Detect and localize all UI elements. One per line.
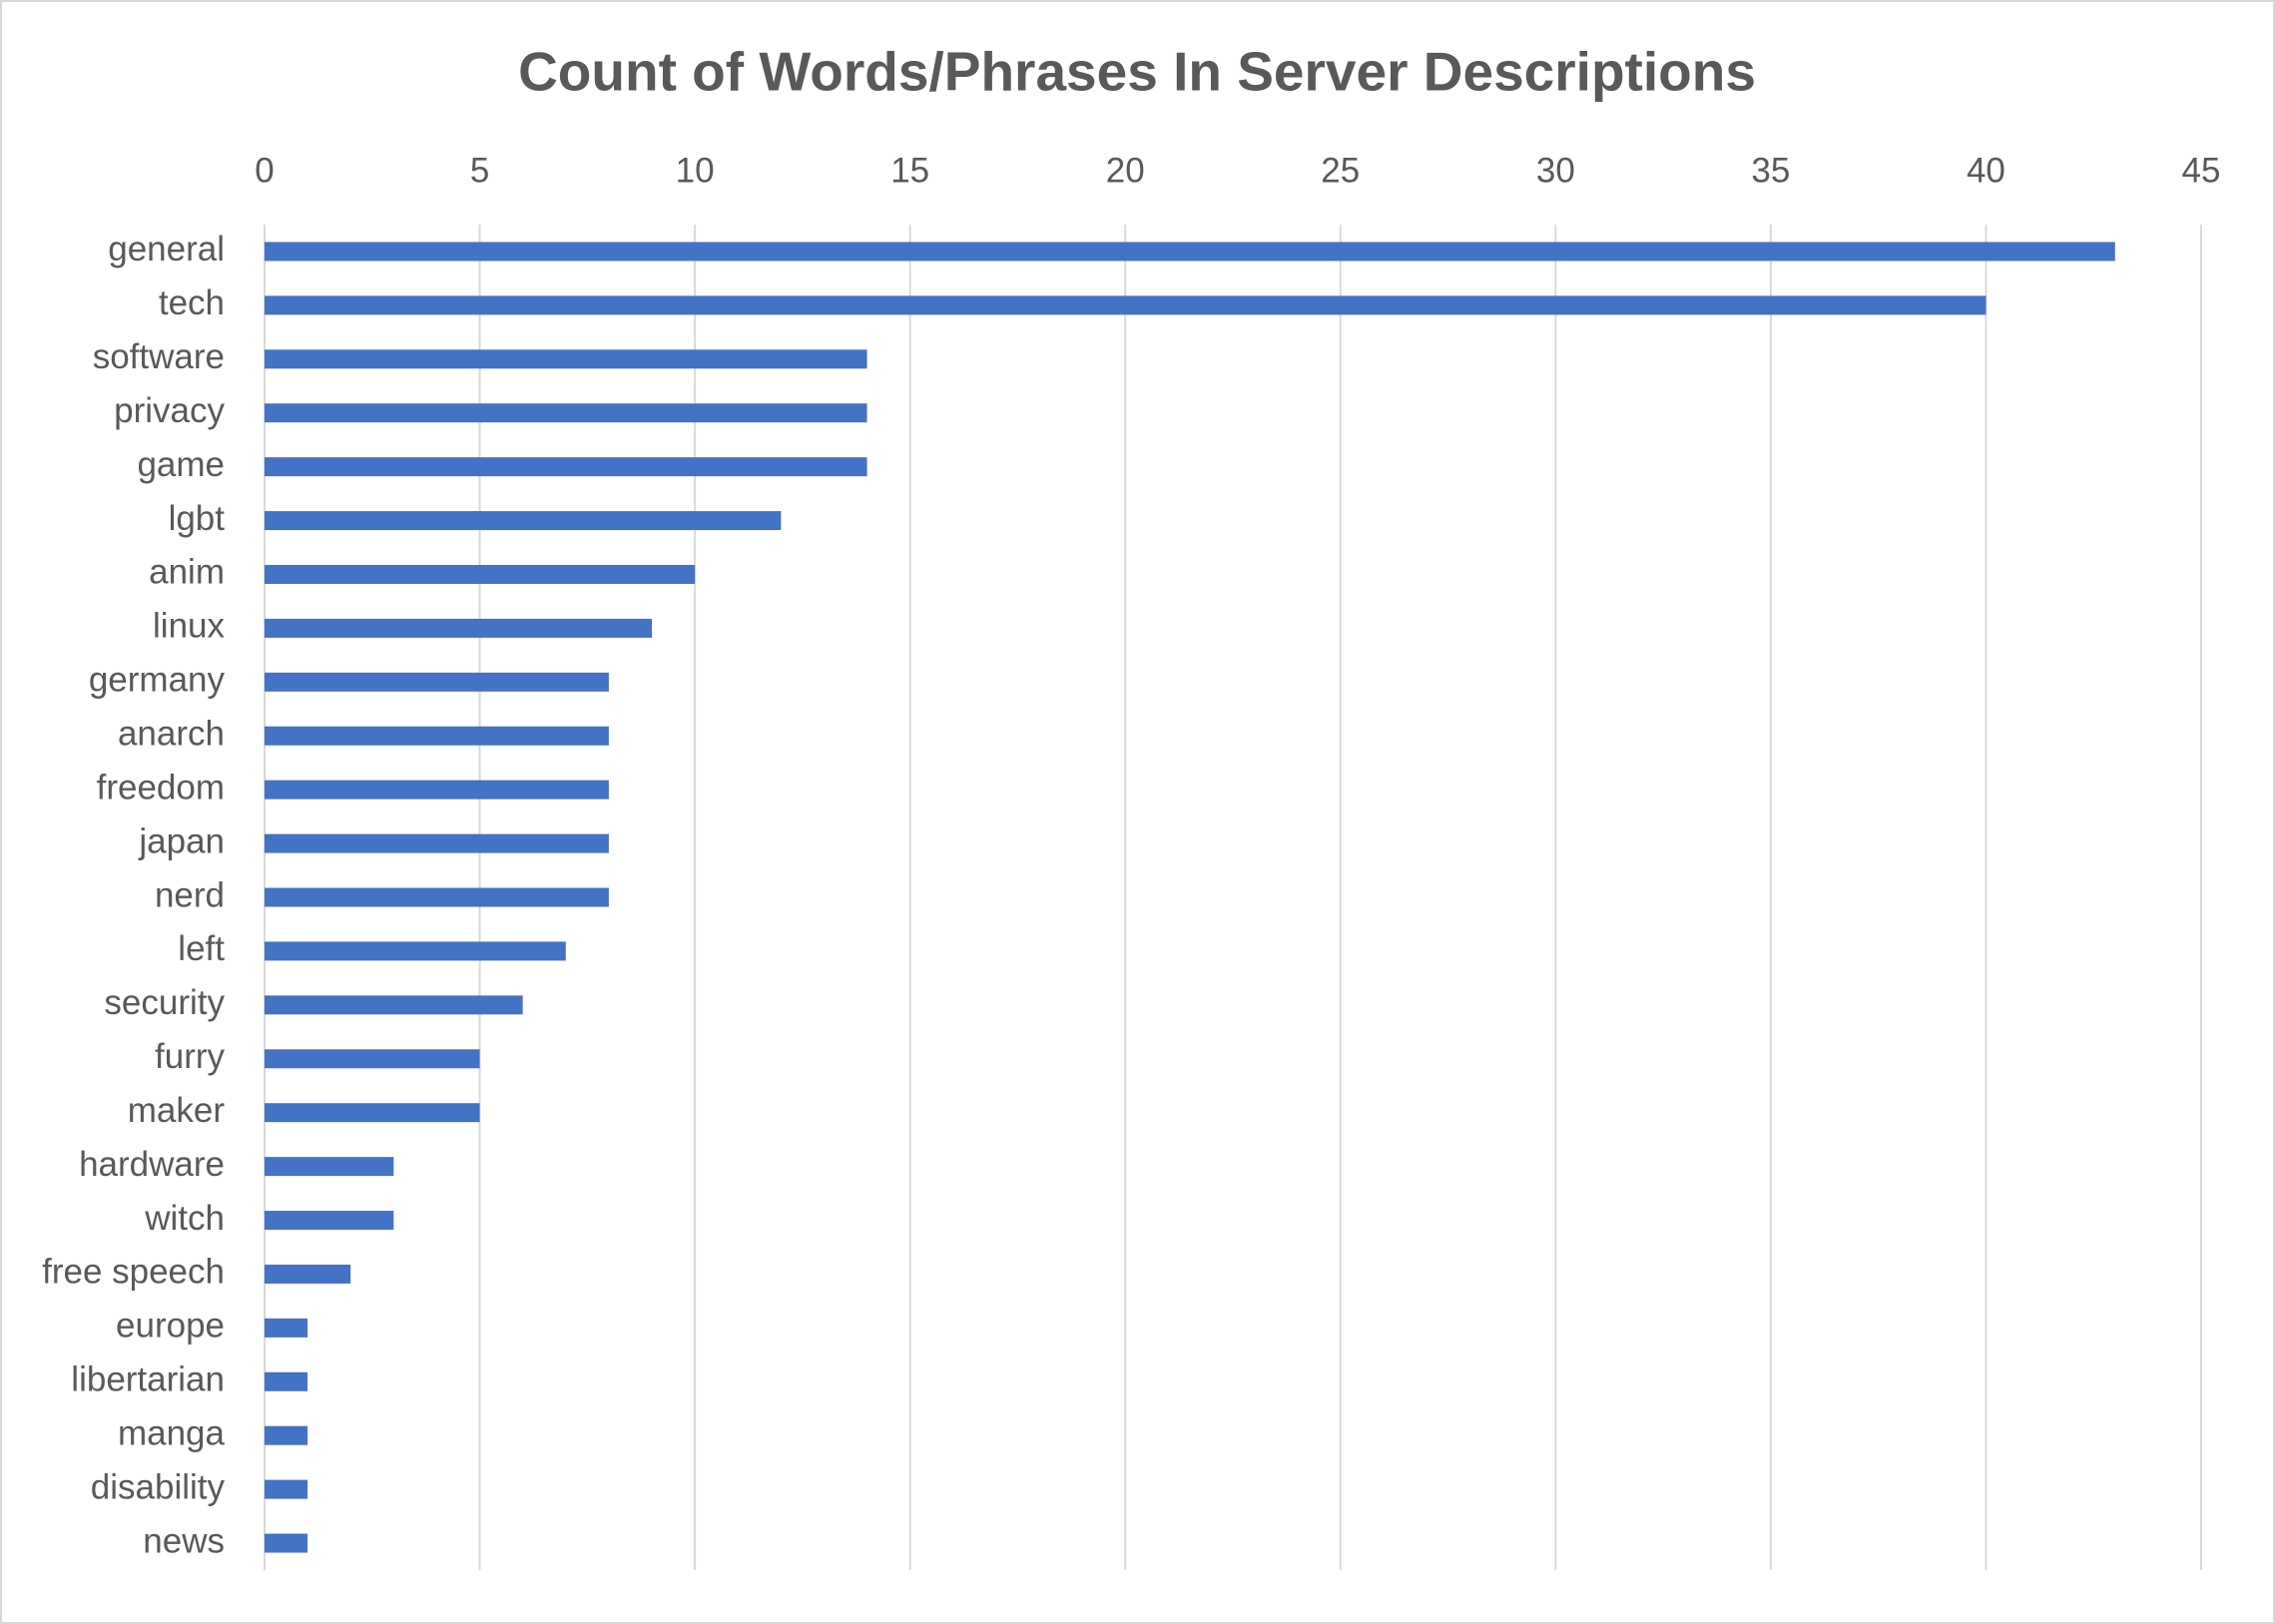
y-tick-label: general	[108, 230, 225, 269]
x-tick-label: 20	[1106, 151, 1145, 190]
x-tick-label: 5	[470, 151, 489, 190]
bar	[265, 941, 566, 961]
bar	[265, 1425, 308, 1445]
y-tick-label: free speech	[42, 1253, 225, 1292]
y-tick-label: left	[178, 929, 225, 968]
bar	[265, 1049, 480, 1069]
y-tick-label: japan	[138, 821, 225, 860]
x-tick-label: 45	[2182, 151, 2221, 190]
x-tick-label: 35	[1751, 151, 1790, 190]
y-tick-label: europe	[116, 1307, 225, 1346]
x-tick-label: 10	[676, 151, 715, 190]
bar	[265, 833, 609, 853]
y-tick-label: witch	[144, 1199, 225, 1238]
y-tick-label: privacy	[114, 391, 225, 430]
y-tick-label: game	[137, 445, 225, 484]
y-tick-label: anim	[149, 553, 225, 592]
bar	[265, 780, 609, 800]
y-tick-label: news	[143, 1521, 225, 1560]
bar	[265, 672, 609, 692]
bar	[265, 1157, 394, 1177]
y-tick-label: germany	[89, 661, 226, 700]
y-tick-label: libertarian	[71, 1360, 225, 1399]
bar	[265, 1318, 308, 1338]
bar	[265, 995, 523, 1015]
bar	[265, 295, 1987, 315]
bar	[265, 403, 867, 423]
x-tick-label: 25	[1321, 151, 1360, 190]
bar	[265, 457, 867, 477]
y-tick-label: disability	[91, 1467, 226, 1506]
chart-title: Count of Words/Phrases In Server Descrip…	[518, 41, 1756, 103]
bar	[265, 1533, 308, 1553]
bar	[265, 1264, 351, 1284]
y-tick-label: tech	[159, 283, 225, 322]
y-tick-label: manga	[118, 1413, 226, 1452]
y-tick-label: anarch	[118, 714, 225, 753]
x-tick-label: 30	[1536, 151, 1575, 190]
y-tick-label: nerd	[155, 875, 225, 914]
y-tick-label: software	[93, 337, 225, 376]
x-tick-label: 15	[890, 151, 929, 190]
bar	[265, 618, 652, 638]
bar	[265, 726, 609, 746]
bar	[265, 1371, 308, 1391]
y-tick-label: hardware	[79, 1145, 225, 1184]
bar	[265, 564, 696, 584]
bar	[265, 1211, 394, 1231]
bar	[265, 511, 782, 531]
bar	[265, 1479, 308, 1499]
bar	[265, 242, 2115, 262]
bar	[265, 887, 609, 907]
x-tick-label: 0	[255, 151, 274, 190]
bar	[265, 349, 867, 369]
y-tick-label: freedom	[97, 768, 225, 807]
y-tick-label: linux	[153, 607, 225, 646]
y-tick-label: security	[104, 983, 225, 1022]
bar	[265, 1103, 480, 1123]
y-tick-label: lgbt	[169, 499, 226, 538]
y-tick-label: furry	[155, 1037, 226, 1076]
y-tick-label: maker	[128, 1091, 226, 1130]
x-tick-label: 40	[1967, 151, 2005, 190]
